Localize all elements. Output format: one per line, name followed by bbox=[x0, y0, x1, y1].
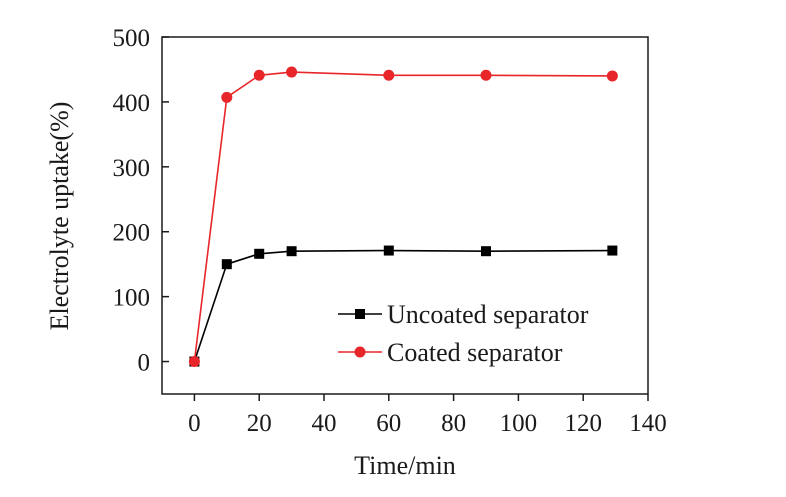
x-axis-title: Time/min bbox=[354, 451, 456, 480]
data-point bbox=[286, 66, 298, 78]
data-point bbox=[254, 248, 265, 259]
legend-marker bbox=[355, 309, 365, 319]
data-point bbox=[286, 246, 297, 257]
y-axis-title: Electrolyte uptake(%) bbox=[45, 102, 74, 331]
x-axis: 0 20 40 60 80 100 120 140 bbox=[188, 394, 667, 437]
x-tick-label: 0 bbox=[188, 410, 201, 437]
y-tick-label: 200 bbox=[113, 220, 151, 247]
data-point bbox=[481, 246, 491, 257]
legend-label: Uncoated separator bbox=[387, 300, 589, 329]
data-point bbox=[606, 70, 618, 82]
y-tick-label: 400 bbox=[113, 90, 151, 117]
x-tick-label: 120 bbox=[564, 410, 602, 437]
series-layer bbox=[188, 66, 618, 368]
data-point bbox=[221, 91, 233, 103]
y-tick-label: 300 bbox=[113, 155, 151, 182]
legend-marker bbox=[354, 346, 366, 358]
data-point bbox=[383, 69, 395, 81]
data-point bbox=[383, 245, 394, 256]
legend-item: Uncoated separator bbox=[338, 300, 589, 329]
legend: Uncoated separator Coated separator bbox=[338, 300, 589, 367]
data-point bbox=[607, 245, 618, 256]
x-tick-label: 80 bbox=[441, 410, 466, 437]
y-tick-label: 500 bbox=[113, 25, 151, 52]
x-tick-label: 140 bbox=[629, 410, 667, 437]
data-point bbox=[480, 69, 492, 81]
data-point bbox=[221, 259, 232, 270]
data-point bbox=[188, 356, 200, 368]
plot-frame bbox=[161, 36, 649, 395]
x-tick-label: 100 bbox=[500, 410, 538, 437]
x-tick-label: 40 bbox=[312, 410, 337, 437]
legend-label: Coated separator bbox=[387, 338, 563, 367]
x-tick-label: 20 bbox=[247, 410, 272, 437]
y-tick-label: 0 bbox=[138, 350, 151, 377]
legend-item: Coated separator bbox=[338, 338, 563, 367]
x-tick-label: 60 bbox=[376, 410, 401, 437]
data-point bbox=[253, 69, 265, 81]
y-axis: 0 100 200 300 400 500 bbox=[113, 25, 169, 377]
series-1 bbox=[188, 66, 618, 368]
y-tick-label: 100 bbox=[113, 285, 151, 312]
